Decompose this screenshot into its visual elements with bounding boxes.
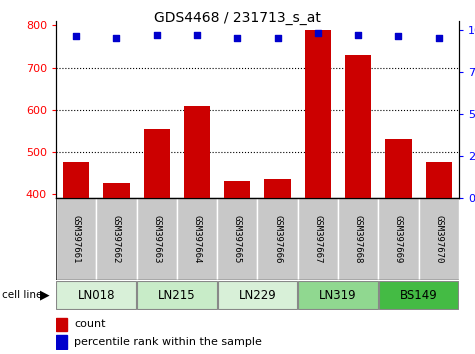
- Point: [435, 35, 443, 41]
- Bar: [305, 30, 331, 198]
- Text: percentile rank within the sample: percentile rank within the sample: [74, 337, 262, 347]
- Text: GSM397661: GSM397661: [72, 215, 81, 263]
- Point: [314, 30, 322, 36]
- Bar: [56, 198, 96, 280]
- Text: GSM397662: GSM397662: [112, 215, 121, 263]
- Point: [234, 35, 241, 41]
- Text: GDS4468 / 231713_s_at: GDS4468 / 231713_s_at: [154, 11, 321, 25]
- Point: [193, 32, 201, 38]
- Bar: [345, 55, 371, 198]
- Point: [354, 32, 362, 38]
- Bar: [265, 179, 291, 198]
- Text: LN215: LN215: [158, 289, 196, 302]
- Text: ▶: ▶: [40, 289, 50, 302]
- Text: GSM397664: GSM397664: [192, 215, 201, 263]
- Point: [113, 35, 120, 41]
- Bar: [338, 198, 378, 280]
- Text: GSM397669: GSM397669: [394, 215, 403, 263]
- Point: [274, 35, 281, 41]
- Text: GSM397666: GSM397666: [273, 215, 282, 263]
- Bar: [63, 162, 89, 198]
- Bar: [143, 129, 170, 198]
- Bar: [378, 198, 418, 280]
- Bar: [56, 318, 67, 331]
- Text: BS149: BS149: [399, 289, 437, 302]
- Text: LN319: LN319: [319, 289, 357, 302]
- Bar: [298, 198, 338, 280]
- Text: LN229: LN229: [238, 289, 276, 302]
- Bar: [56, 335, 67, 349]
- Bar: [298, 281, 378, 309]
- Bar: [184, 105, 210, 198]
- Bar: [137, 198, 177, 280]
- Bar: [385, 139, 411, 198]
- Point: [395, 34, 402, 39]
- Text: LN018: LN018: [77, 289, 115, 302]
- Text: GSM397665: GSM397665: [233, 215, 242, 263]
- Bar: [137, 281, 217, 309]
- Bar: [104, 183, 130, 198]
- Text: GSM397670: GSM397670: [434, 215, 443, 263]
- Text: count: count: [74, 319, 105, 329]
- Bar: [426, 162, 452, 198]
- Text: GSM397668: GSM397668: [354, 215, 362, 263]
- Bar: [418, 198, 459, 280]
- Bar: [217, 198, 257, 280]
- Bar: [96, 198, 137, 280]
- Bar: [218, 281, 297, 309]
- Text: GSM397663: GSM397663: [152, 215, 161, 263]
- Text: GSM397667: GSM397667: [314, 215, 323, 263]
- Bar: [379, 281, 458, 309]
- Bar: [224, 181, 250, 198]
- Bar: [257, 198, 298, 280]
- Bar: [177, 198, 217, 280]
- Point: [153, 32, 161, 38]
- Point: [72, 34, 80, 39]
- Text: cell line: cell line: [2, 290, 43, 300]
- Bar: [57, 281, 136, 309]
